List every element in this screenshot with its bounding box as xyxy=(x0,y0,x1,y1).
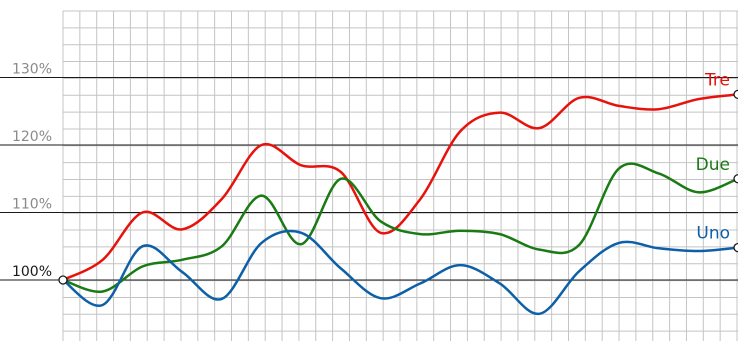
end-marker-uno xyxy=(733,242,738,253)
y-tick-label: 130% xyxy=(12,62,52,78)
series-label-due: Due xyxy=(696,155,730,175)
series-lines xyxy=(61,93,738,316)
y-tick-label: 100% xyxy=(12,264,52,280)
y-tick-label: 120% xyxy=(12,129,52,145)
end-marker-due xyxy=(733,174,738,184)
series-line-due xyxy=(61,162,738,293)
series-line-uno xyxy=(61,229,738,316)
y-tick-label: 110% xyxy=(12,197,52,213)
y-axis-tick-labels: 100% 110% 120% 130% xyxy=(12,62,52,281)
minor-grid xyxy=(62,10,738,341)
start-marker xyxy=(58,275,68,285)
series-label-uno: Uno xyxy=(696,224,730,244)
end-marker-tre xyxy=(733,89,738,100)
series-labels: Tre Due Uno xyxy=(696,70,730,243)
series-label-tre: Tre xyxy=(704,70,730,90)
series-markers xyxy=(58,89,738,285)
